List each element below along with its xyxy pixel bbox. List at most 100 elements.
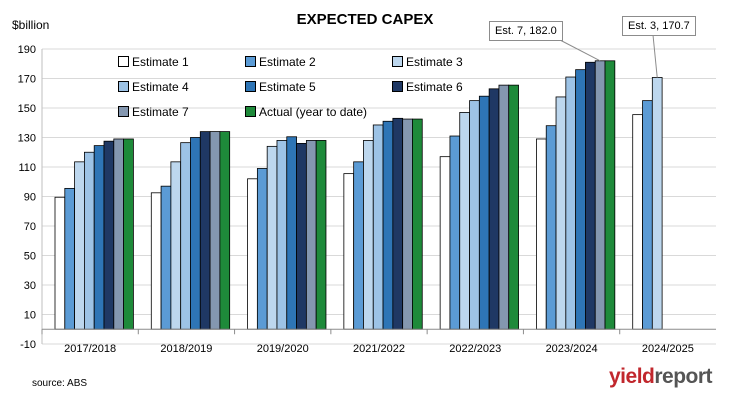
bar	[93, 145, 105, 330]
legend-item: Estimate 4	[118, 80, 189, 94]
axes: -10 10 30 50 70 90 110 130 150 170 190 2017/2018 201…	[18, 44, 716, 355]
source-note: source: ABS	[32, 378, 88, 389]
legend-item: Estimate 5	[245, 80, 316, 94]
bar	[190, 137, 201, 330]
callout-leader	[559, 39, 601, 62]
bar	[478, 95, 490, 330]
bar	[632, 114, 643, 330]
bar	[256, 168, 268, 330]
legend-swatch	[118, 81, 129, 92]
y-tick-label: 170	[18, 74, 36, 86]
bar	[54, 196, 66, 330]
callout-leaders	[559, 34, 658, 78]
bar	[315, 140, 327, 330]
y-tick-label: 70	[24, 221, 36, 233]
bar	[449, 135, 461, 330]
bar	[642, 100, 653, 330]
bar	[160, 185, 172, 330]
legend-label: Estimate 5	[259, 80, 316, 94]
callout-est7-2023-2024: Est. 7, 182.0	[489, 21, 563, 41]
bar	[459, 112, 470, 330]
bar	[412, 118, 423, 330]
bar	[296, 142, 307, 330]
callout-leader	[652, 34, 658, 78]
y-tick-label: 90	[24, 192, 36, 204]
legend-swatch	[245, 56, 256, 67]
bar	[286, 136, 297, 330]
chart-title: EXPECTED CAPEX	[296, 11, 434, 28]
y-tick-label: 10	[24, 310, 36, 322]
bar	[382, 120, 394, 330]
legend-item: Estimate 7	[118, 105, 189, 119]
bar	[604, 60, 616, 330]
bar	[594, 60, 606, 330]
bar	[353, 161, 364, 330]
bar	[488, 88, 500, 330]
x-tick-label: 2022/2023	[449, 343, 501, 355]
x-tick-label: 2024/2025	[642, 343, 694, 355]
bar	[363, 140, 374, 330]
bar	[123, 138, 134, 330]
bar	[555, 96, 567, 330]
legend-swatch	[392, 81, 403, 92]
bar	[469, 100, 480, 330]
callout-est3-2024-2025: Est. 3, 170.7	[622, 16, 696, 36]
bar	[247, 178, 258, 330]
legend-swatch	[118, 106, 129, 117]
legend-label: Estimate 7	[132, 105, 189, 119]
legend-item: Actual (year to date)	[245, 105, 367, 119]
yieldreport-logo: yieldreport	[609, 365, 713, 389]
bar	[209, 131, 221, 330]
x-tick-label: 2017/2018	[64, 343, 116, 355]
legend-label: Actual (year to date)	[259, 105, 368, 119]
legend-label: Estimate 1	[132, 55, 189, 69]
bar	[392, 117, 404, 330]
legend-swatch	[245, 81, 256, 92]
bar	[545, 125, 557, 330]
bar	[536, 138, 547, 330]
bar	[402, 118, 413, 330]
legend-swatch	[245, 106, 256, 117]
bar	[372, 124, 384, 330]
bar	[276, 140, 288, 330]
bar	[498, 84, 510, 330]
x-tick-label: 2023/2024	[546, 343, 598, 355]
bar	[439, 156, 451, 330]
legend-item: Estimate 2	[245, 55, 316, 69]
bar	[64, 187, 76, 330]
legend-item: Estimate 3	[392, 55, 463, 69]
bar	[84, 151, 95, 330]
legend-label: Estimate 4	[132, 80, 189, 94]
bar	[170, 161, 182, 330]
bar	[150, 192, 162, 330]
bar-marks	[54, 60, 663, 330]
bar	[585, 61, 596, 330]
bar	[219, 131, 231, 330]
y-tick-label: 50	[24, 251, 36, 263]
bar	[199, 131, 211, 330]
bar	[113, 138, 125, 330]
bar	[180, 142, 191, 330]
legend-label: Estimate 2	[259, 55, 316, 69]
bar	[651, 77, 663, 330]
x-tick-label: 2019/2020	[257, 343, 309, 355]
y-tick-label: 110	[18, 162, 36, 174]
y-axis-label: $billion	[12, 18, 50, 32]
legend-item: Estimate 1	[118, 55, 189, 69]
bar	[74, 161, 85, 330]
logo-text-report: report	[654, 365, 713, 388]
y-tick-label: -10	[20, 339, 36, 351]
legend-item: Estimate 6	[392, 80, 463, 94]
bar	[575, 69, 586, 330]
y-tick-label: 190	[18, 44, 36, 56]
y-tick-label: 150	[18, 103, 36, 115]
y-tick-label: 30	[24, 280, 36, 292]
bar	[343, 173, 355, 330]
bar	[305, 140, 317, 330]
y-tick-label: 130	[18, 133, 36, 145]
legend-label: Estimate 6	[406, 80, 463, 94]
x-tick-label: 2018/2019	[160, 343, 212, 355]
legend-swatch	[118, 56, 129, 67]
x-tick-label: 2021/2022	[353, 343, 405, 355]
